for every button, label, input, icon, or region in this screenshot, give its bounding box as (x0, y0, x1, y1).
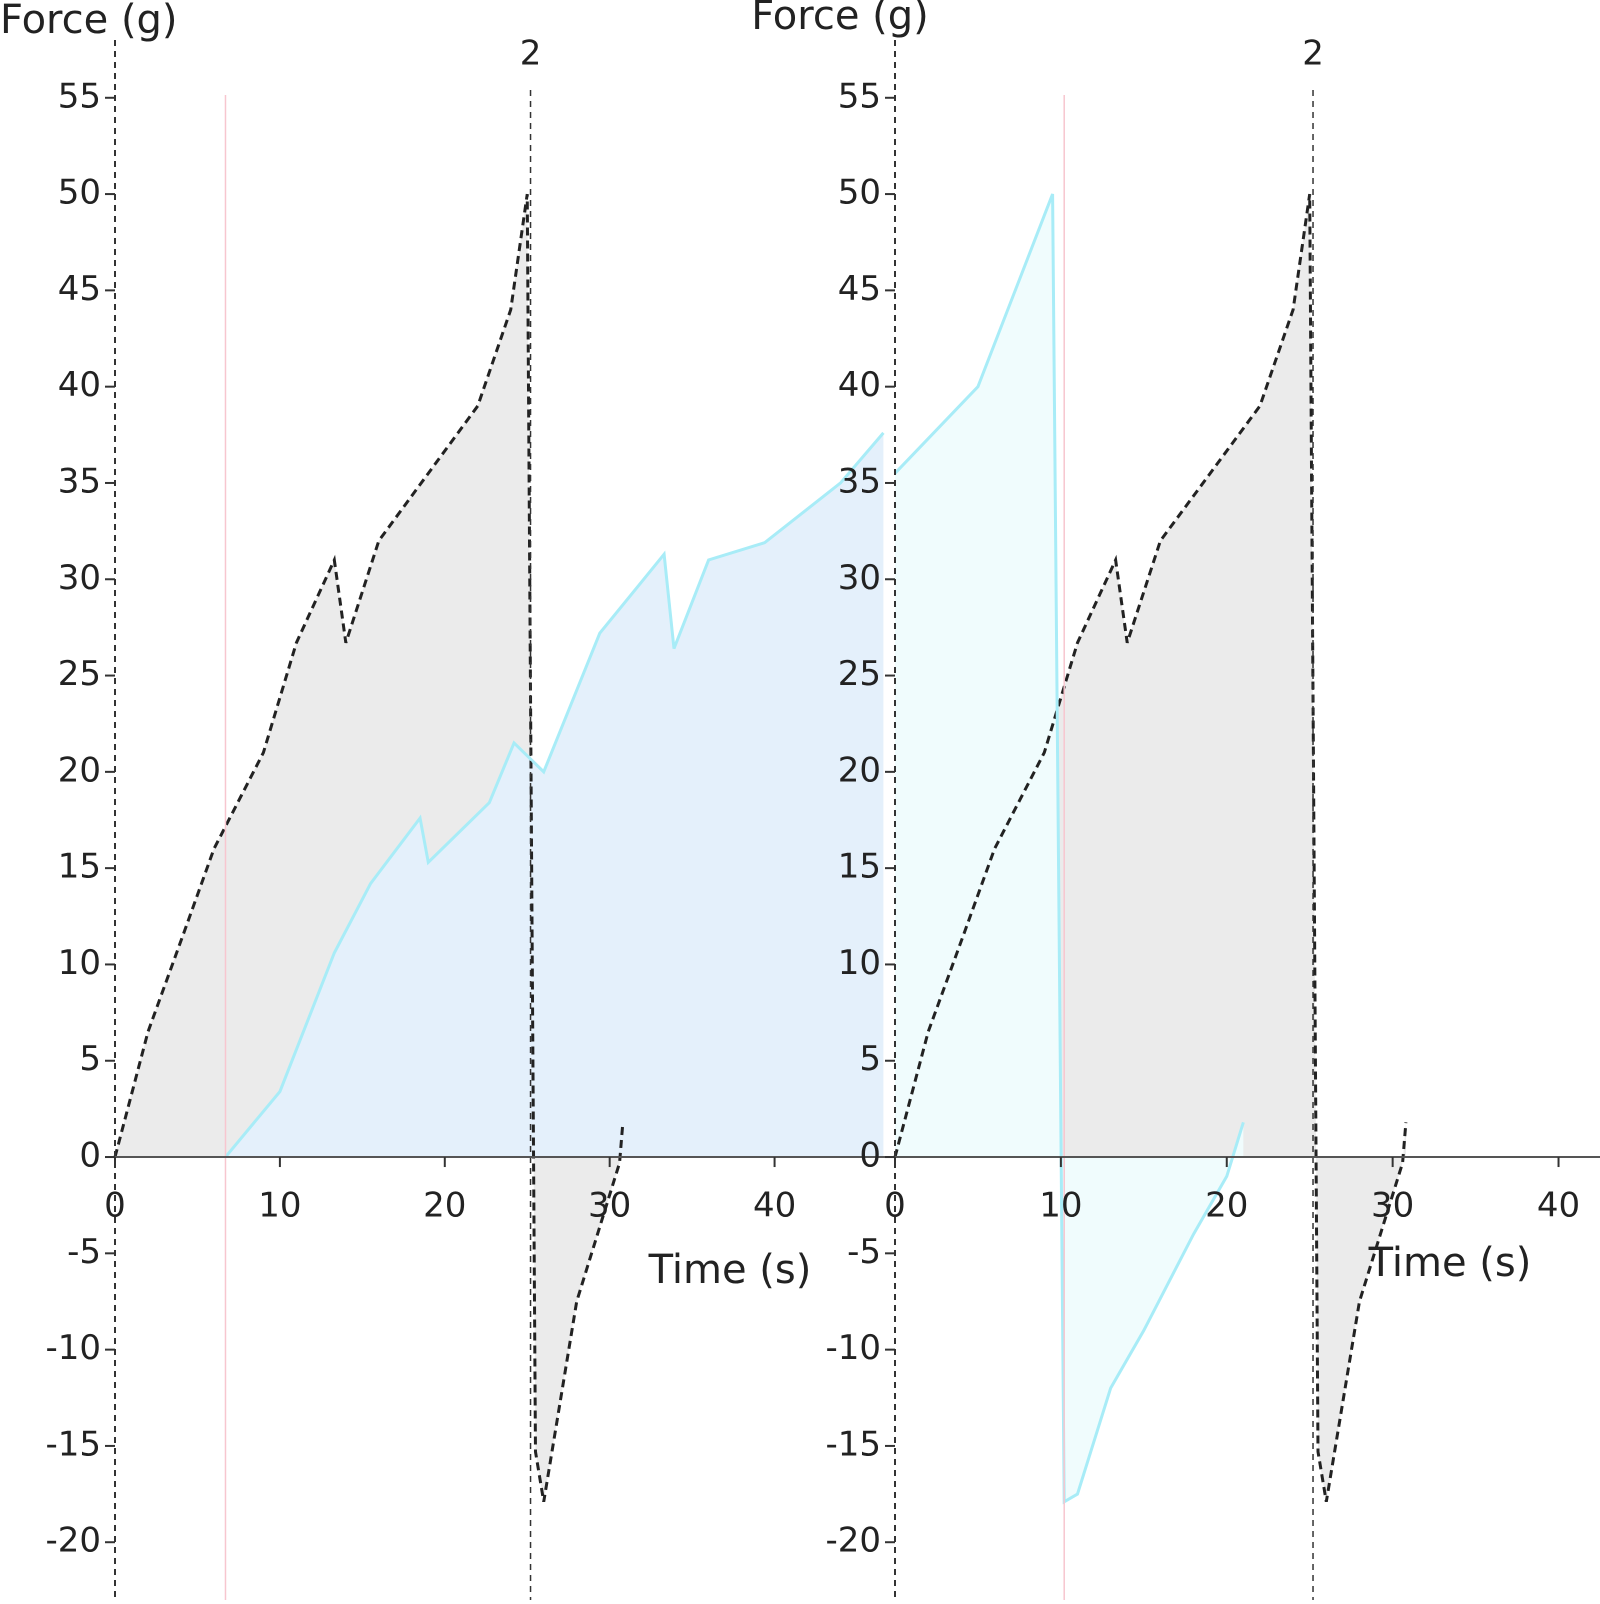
y-tick-label: 50 (838, 173, 881, 213)
x-tick-label: 10 (1039, 1186, 1082, 1226)
y-tick-label: 10 (838, 943, 881, 983)
y-tick-label: 45 (838, 269, 881, 309)
y-tick-label: 10 (58, 943, 101, 983)
y-tick-label: -10 (45, 1328, 101, 1368)
x-axis-title: Time (s) (648, 1247, 812, 1293)
y-tick-label: 25 (838, 654, 881, 694)
y-tick-label: -5 (847, 1232, 881, 1272)
y-tick-label: 55 (58, 76, 101, 116)
y-tick-label: 55 (838, 76, 881, 116)
x-tick-label: 20 (423, 1186, 466, 1226)
x-tick-label: 0 (104, 1186, 126, 1226)
x-tick-label: 40 (1537, 1186, 1580, 1226)
y-tick-label: 30 (58, 558, 101, 598)
marker-label: 2 (1302, 34, 1324, 74)
area-fill (895, 194, 1244, 1502)
y-tick-label: 5 (79, 1039, 101, 1079)
y-tick-label: 40 (58, 365, 101, 405)
x-tick-label: 40 (753, 1186, 796, 1226)
series-line (224, 431, 885, 1158)
x-tick-label: 10 (258, 1186, 301, 1226)
y-tick-label: 0 (79, 1136, 101, 1176)
area-fill (225, 432, 884, 1158)
x-tick-label: 20 (1205, 1186, 1248, 1226)
y-tick-label: 35 (838, 461, 881, 501)
y-tick-label: 0 (859, 1136, 881, 1176)
y-tick-label: -15 (825, 1424, 881, 1464)
y-tick-label: -15 (45, 1424, 101, 1464)
y-tick-label: 40 (838, 365, 881, 405)
y-axis-title: Force (g) (751, 0, 929, 39)
y-tick-label: 25 (58, 654, 101, 694)
area-fill (895, 194, 1406, 1502)
x-tick-label: 0 (884, 1186, 906, 1226)
y-tick-label: -10 (825, 1328, 881, 1368)
x-tick-label: 30 (1371, 1186, 1414, 1226)
y-tick-label: -20 (825, 1521, 881, 1561)
marker-label: 2 (520, 34, 542, 74)
y-tick-label: 5 (859, 1039, 881, 1079)
y-tick-label: 30 (838, 558, 881, 598)
y-tick-label: 15 (838, 847, 881, 887)
x-tick-label: 30 (588, 1186, 631, 1226)
y-tick-label: 20 (838, 750, 881, 790)
y-tick-label: -20 (45, 1521, 101, 1561)
x-axis-title: Time (s) (1368, 1240, 1532, 1286)
y-tick-label: 50 (58, 173, 101, 213)
y-tick-label: 45 (58, 269, 101, 309)
series-line (893, 193, 1408, 1503)
y-tick-label: 15 (58, 847, 101, 887)
y-tick-label: -5 (67, 1232, 101, 1272)
y-tick-label: 35 (58, 461, 101, 501)
area-fill (115, 194, 623, 1502)
y-tick-label: 20 (58, 750, 101, 790)
y-axis-title: Force (g) (0, 0, 178, 43)
series-line (893, 193, 1245, 1505)
